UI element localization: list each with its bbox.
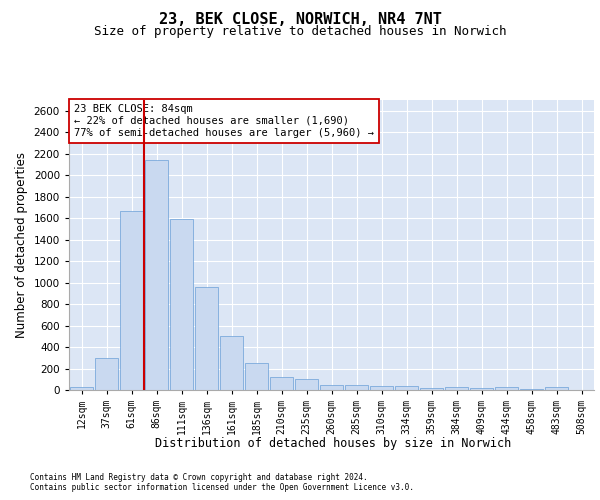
Bar (395, 386, 418, 390)
Bar (195, 287, 218, 390)
Bar (270, 377, 293, 390)
Bar (445, 387, 468, 390)
Text: Contains HM Land Registry data © Crown copyright and database right 2024.: Contains HM Land Registry data © Crown c… (30, 472, 368, 482)
Text: 23, BEK CLOSE, NORWICH, NR4 7NT: 23, BEK CLOSE, NORWICH, NR4 7NT (158, 12, 442, 28)
Bar (120, 210, 143, 390)
Bar (220, 336, 243, 390)
Text: Size of property relative to detached houses in Norwich: Size of property relative to detached ho… (94, 25, 506, 38)
Bar (345, 384, 368, 390)
Bar (295, 380, 318, 390)
Bar (95, 358, 118, 390)
Bar (145, 160, 168, 390)
Bar (70, 387, 93, 390)
Bar (320, 384, 343, 390)
Bar (245, 363, 268, 390)
Text: Contains public sector information licensed under the Open Government Licence v3: Contains public sector information licen… (30, 482, 414, 492)
Bar (170, 219, 193, 390)
Bar (545, 388, 568, 390)
Bar (470, 388, 493, 390)
Bar (370, 386, 393, 390)
Y-axis label: Number of detached properties: Number of detached properties (15, 152, 28, 338)
Bar (420, 388, 443, 390)
Text: Distribution of detached houses by size in Norwich: Distribution of detached houses by size … (155, 438, 511, 450)
Bar (495, 387, 518, 390)
Text: 23 BEK CLOSE: 84sqm
← 22% of detached houses are smaller (1,690)
77% of semi-det: 23 BEK CLOSE: 84sqm ← 22% of detached ho… (74, 104, 374, 138)
